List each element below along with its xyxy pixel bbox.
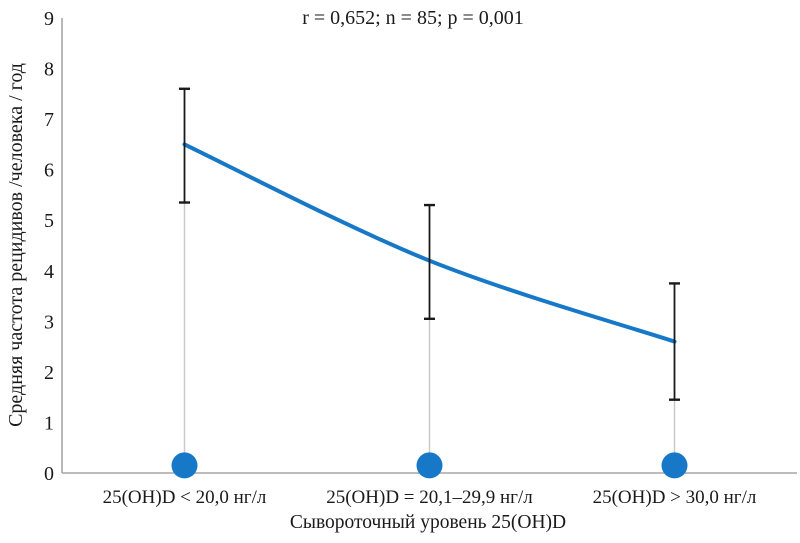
x-axis-title: Сывороточный уровень 25(OH)D	[290, 512, 566, 533]
plot-area	[171, 87, 688, 479]
y-tick-label: 4	[44, 261, 54, 283]
error-bar	[179, 87, 190, 204]
baseline-marker-dot	[661, 452, 688, 479]
y-tick-label: 3	[44, 311, 54, 333]
y-tick-label: 9	[44, 8, 54, 30]
y-tick-label: 8	[44, 59, 54, 81]
y-tick-label: 0	[44, 463, 54, 485]
y-tick-label: 7	[44, 109, 54, 131]
y-tick-label: 1	[44, 412, 54, 434]
chart-title: r = 0,652; n = 85; p = 0,001	[302, 7, 524, 29]
category-label: 25(OH)D > 30,0 нг/л	[593, 487, 757, 508]
y-axis-title: Средняя частота рецидивов /человека / го…	[5, 63, 27, 427]
baseline-marker-dot	[171, 452, 198, 479]
y-tick-label: 5	[44, 210, 54, 232]
category-label: 25(OH)D = 20,1–29,9 нг/л	[326, 487, 533, 508]
baseline-marker-dot	[416, 452, 443, 479]
y-axis-tick-labels: 0 1 2 3 4 5 6 7 8 9	[44, 8, 54, 485]
error-bar	[424, 203, 435, 321]
x-axis-category-labels: 25(OH)D < 20,0 нг/л 25(OH)D = 20,1–29,9 н…	[103, 487, 757, 508]
y-tick-label: 6	[44, 160, 54, 182]
y-tick-label: 2	[44, 362, 54, 384]
error-bar	[669, 282, 680, 401]
category-label: 25(OH)D < 20,0 нг/л	[103, 487, 267, 508]
